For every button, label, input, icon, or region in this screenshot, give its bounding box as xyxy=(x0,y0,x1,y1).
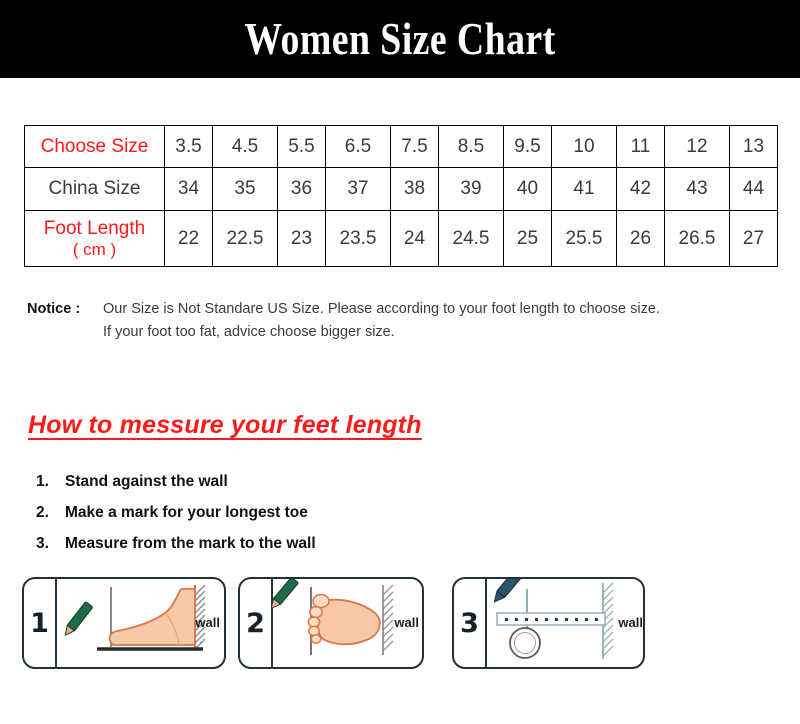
page-title: Women Size Chart xyxy=(244,14,556,64)
illustration-panel-1: 1 wall xyxy=(22,577,226,669)
illustration-panel-3: 3 xyxy=(452,577,645,669)
panel-number-badge: 3 xyxy=(454,579,487,667)
header-bar: Women Size Chart xyxy=(0,0,800,78)
steps-list: 1. Stand against the wall 2. Make a mark… xyxy=(36,466,316,559)
table-cell: 9.5 xyxy=(503,125,552,168)
list-item: 1. Stand against the wall xyxy=(36,466,316,497)
howto-heading: How to messure your feet length xyxy=(28,411,422,439)
table-cell: 6.5 xyxy=(325,125,391,168)
table-cell: 35 xyxy=(212,167,278,211)
table-cell: 36 xyxy=(277,167,326,211)
row-header-china-size: China Size xyxy=(24,167,165,211)
list-item: 3. Measure from the mark to the wall xyxy=(36,528,316,559)
wall-label: wall xyxy=(618,615,643,630)
illustration-panel-2: 2 xyxy=(238,577,424,669)
table-cell: 12 xyxy=(664,125,730,168)
foot-sole-view-icon: wall xyxy=(271,579,422,667)
step-number: 2. xyxy=(36,504,49,521)
table-cell: 3.5 xyxy=(164,125,213,168)
wall-label: wall xyxy=(195,615,220,630)
foot-side-view-icon: wall xyxy=(55,579,224,667)
table-cell: 13 xyxy=(729,125,778,168)
table-row: China Size 34 35 36 37 38 39 40 41 42 43… xyxy=(24,167,778,211)
step-text: Make a mark for your longest toe xyxy=(65,504,308,521)
row-header-foot-length-unit: ( cm ) xyxy=(72,239,117,259)
table-cell: 39 xyxy=(438,167,504,211)
table-cell: 22.5 xyxy=(212,210,278,267)
notice-line-1: Notice : Our Size is Not Standare US Siz… xyxy=(27,298,773,321)
table-cell: 26 xyxy=(616,210,665,267)
table-row: Foot Length ( cm ) 22 22.5 23 23.5 24 24… xyxy=(24,210,778,267)
table-cell: 11 xyxy=(616,125,665,168)
step-number: 1. xyxy=(36,473,49,490)
notice-label: Notice : xyxy=(27,301,81,317)
step-text: Measure from the mark to the wall xyxy=(65,535,316,552)
table-cell: 38 xyxy=(390,167,439,211)
table-cell: 10 xyxy=(551,125,617,168)
table-cell: 4.5 xyxy=(212,125,278,168)
panel-number-badge: 2 xyxy=(240,579,273,667)
table-cell: 23.5 xyxy=(325,210,391,267)
notice-text-1: Our Size is Not Standare US Size. Please… xyxy=(103,301,660,317)
table-cell: 23 xyxy=(277,210,326,267)
table-cell: 43 xyxy=(664,167,730,211)
list-item: 2. Make a mark for your longest toe xyxy=(36,497,316,528)
row-header-choose-size: Choose Size xyxy=(24,125,165,168)
notice-text-2: If your foot too fat, advice choose bigg… xyxy=(103,324,395,340)
panel-number-badge: 1 xyxy=(24,579,57,667)
table-cell: 7.5 xyxy=(390,125,439,168)
table-cell: 27 xyxy=(729,210,778,267)
table-row: Choose Size 3.5 4.5 5.5 6.5 7.5 8.5 9.5 … xyxy=(24,125,778,168)
table-cell: 40 xyxy=(503,167,552,211)
table-cell: 8.5 xyxy=(438,125,504,168)
step-number: 3. xyxy=(36,535,49,552)
table-cell: 26.5 xyxy=(664,210,730,267)
table-cell: 34 xyxy=(164,167,213,211)
table-cell: 5.5 xyxy=(277,125,326,168)
table-cell: 25.5 xyxy=(551,210,617,267)
wall-label: wall xyxy=(394,615,419,630)
notice-line-2: If your foot too fat, advice choose bigg… xyxy=(27,321,773,344)
table-cell: 24 xyxy=(390,210,439,267)
row-header-foot-length: Foot Length ( cm ) xyxy=(24,210,165,267)
table-cell: 25 xyxy=(503,210,552,267)
table-cell: 37 xyxy=(325,167,391,211)
table-cell: 41 xyxy=(551,167,617,211)
table-cell: 42 xyxy=(616,167,665,211)
notice-block: Notice : Our Size is Not Standare US Siz… xyxy=(27,298,773,344)
table-cell: 22 xyxy=(164,210,213,267)
row-header-foot-length-main: Foot Length xyxy=(43,217,146,239)
table-cell: 24.5 xyxy=(438,210,504,267)
table-cell: 44 xyxy=(729,167,778,211)
size-chart-table: Choose Size 3.5 4.5 5.5 6.5 7.5 8.5 9.5 … xyxy=(24,125,778,267)
step-text: Stand against the wall xyxy=(65,473,228,490)
tape-measure-icon: wall xyxy=(485,579,643,667)
